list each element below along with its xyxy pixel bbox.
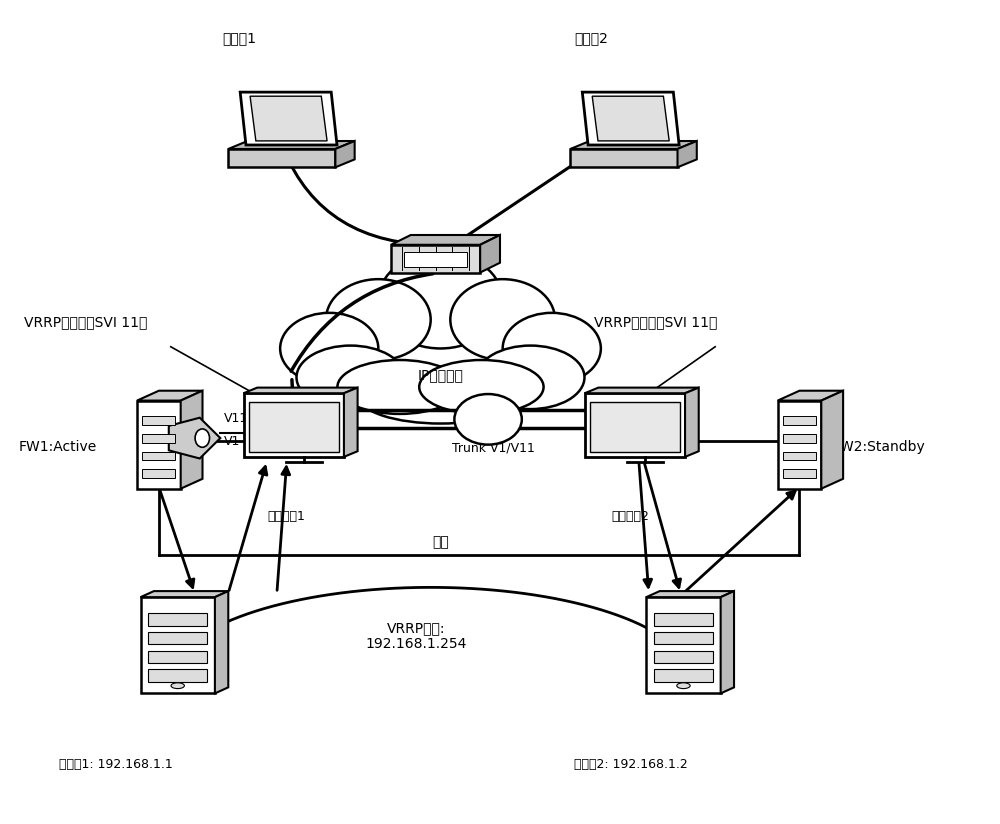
Polygon shape <box>244 387 358 393</box>
FancyBboxPatch shape <box>142 470 175 478</box>
FancyBboxPatch shape <box>783 470 816 478</box>
FancyBboxPatch shape <box>228 149 335 167</box>
FancyBboxPatch shape <box>404 251 467 267</box>
Text: Trunk V1/V11: Trunk V1/V11 <box>452 442 535 454</box>
Polygon shape <box>570 141 697 149</box>
Text: VRRP主网关（SVI 11）: VRRP主网关（SVI 11） <box>24 316 147 330</box>
Polygon shape <box>335 141 355 167</box>
Polygon shape <box>480 235 500 273</box>
FancyBboxPatch shape <box>783 452 816 461</box>
FancyBboxPatch shape <box>148 669 207 681</box>
Text: V11: V11 <box>657 412 681 425</box>
Polygon shape <box>678 141 697 167</box>
FancyBboxPatch shape <box>654 632 713 644</box>
Text: 客户端1: 客户端1 <box>222 31 256 45</box>
FancyBboxPatch shape <box>570 149 678 167</box>
Ellipse shape <box>326 279 431 360</box>
Ellipse shape <box>476 345 584 409</box>
FancyBboxPatch shape <box>148 632 207 644</box>
Text: V11: V11 <box>224 412 249 425</box>
Text: FW2:Standby: FW2:Standby <box>832 440 925 454</box>
Text: V1: V1 <box>224 435 241 448</box>
Polygon shape <box>250 96 327 141</box>
Polygon shape <box>821 391 843 489</box>
Text: IP核心网络: IP核心网络 <box>418 368 463 382</box>
Text: 网络设备2: 网络设备2 <box>611 510 649 523</box>
Polygon shape <box>592 96 669 141</box>
FancyBboxPatch shape <box>137 400 181 489</box>
Polygon shape <box>181 391 202 489</box>
Ellipse shape <box>337 360 462 414</box>
Text: FW1:Active: FW1:Active <box>19 440 97 454</box>
Polygon shape <box>391 235 500 245</box>
Ellipse shape <box>454 394 522 445</box>
Text: 服务器1: 192.168.1.1: 服务器1: 192.168.1.1 <box>59 758 172 771</box>
Ellipse shape <box>195 429 210 447</box>
FancyBboxPatch shape <box>141 597 215 694</box>
FancyBboxPatch shape <box>783 434 816 442</box>
Polygon shape <box>141 591 228 597</box>
Ellipse shape <box>503 313 601 384</box>
Ellipse shape <box>378 252 503 349</box>
Ellipse shape <box>450 279 555 360</box>
FancyBboxPatch shape <box>646 597 721 694</box>
Text: 热备: 热备 <box>432 535 449 549</box>
Text: VRRP网关:
192.168.1.254: VRRP网关: 192.168.1.254 <box>365 621 466 652</box>
FancyBboxPatch shape <box>778 400 821 489</box>
Ellipse shape <box>171 683 184 689</box>
Polygon shape <box>215 591 228 694</box>
Text: 客户端2: 客户端2 <box>574 31 608 45</box>
Polygon shape <box>240 92 337 145</box>
Ellipse shape <box>419 360 544 414</box>
Ellipse shape <box>359 370 522 424</box>
Polygon shape <box>585 387 699 393</box>
Text: V1: V1 <box>657 435 673 448</box>
FancyBboxPatch shape <box>244 393 344 456</box>
Polygon shape <box>721 591 734 694</box>
FancyBboxPatch shape <box>249 401 339 452</box>
Ellipse shape <box>677 683 690 689</box>
FancyBboxPatch shape <box>142 452 175 461</box>
FancyBboxPatch shape <box>654 651 713 663</box>
Text: 服务器2: 192.168.1.2: 服务器2: 192.168.1.2 <box>574 758 688 771</box>
Polygon shape <box>646 591 734 597</box>
Polygon shape <box>685 387 699 456</box>
Polygon shape <box>137 391 202 400</box>
FancyBboxPatch shape <box>654 613 713 625</box>
Ellipse shape <box>280 313 378 384</box>
FancyBboxPatch shape <box>391 245 480 273</box>
FancyBboxPatch shape <box>148 613 207 625</box>
FancyBboxPatch shape <box>142 434 175 442</box>
FancyBboxPatch shape <box>142 416 175 425</box>
FancyBboxPatch shape <box>783 416 816 425</box>
Ellipse shape <box>297 345 405 409</box>
Text: VRRP备网关（SVI 11）: VRRP备网关（SVI 11） <box>594 316 718 330</box>
FancyBboxPatch shape <box>590 401 680 452</box>
FancyBboxPatch shape <box>585 393 685 456</box>
FancyBboxPatch shape <box>148 651 207 663</box>
Polygon shape <box>169 418 220 458</box>
Polygon shape <box>778 391 843 400</box>
Polygon shape <box>582 92 679 145</box>
Polygon shape <box>344 387 358 456</box>
Text: 网络设备1: 网络设备1 <box>267 510 305 523</box>
Polygon shape <box>228 141 355 149</box>
FancyBboxPatch shape <box>654 669 713 681</box>
